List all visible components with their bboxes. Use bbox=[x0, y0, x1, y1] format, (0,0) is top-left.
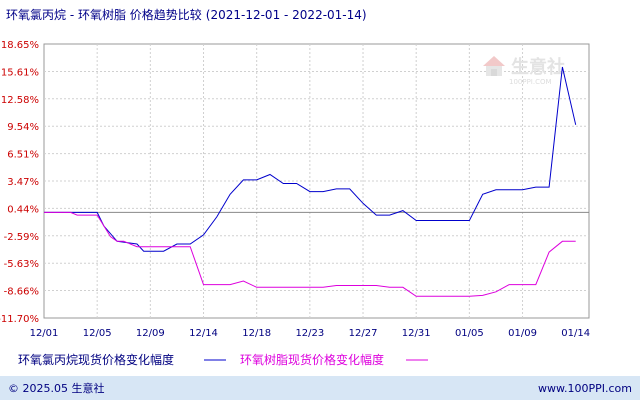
x-tick-label: 01/14 bbox=[561, 328, 590, 339]
watermark-logo: 生意社 100PPI.COM bbox=[483, 56, 565, 86]
x-tick-label: 12/01 bbox=[30, 328, 59, 339]
watermark-url: 100PPI.COM bbox=[509, 78, 552, 86]
grid-lines bbox=[44, 44, 589, 318]
x-tick-label: 12/09 bbox=[136, 328, 165, 339]
legend-label-series-1: 环氧氯丙烷现货价格变化幅度 bbox=[18, 352, 174, 367]
footer-copyright: © 2025.05 生意社 bbox=[8, 381, 104, 395]
x-tick-label: 12/31 bbox=[402, 328, 431, 339]
series-line-2 bbox=[44, 211, 576, 297]
x-tick-label: 12/05 bbox=[83, 328, 112, 339]
y-tick-label: 12.58% bbox=[1, 95, 39, 106]
watermark-text: 生意社 bbox=[511, 56, 565, 78]
legend: 环氧氯丙烷现货价格变化幅度 环氧树脂现货价格变化幅度 bbox=[18, 352, 428, 367]
series-group bbox=[44, 66, 577, 297]
house-icon bbox=[483, 56, 505, 76]
y-tick-label: 3.47% bbox=[7, 177, 39, 188]
x-axis: 12/01 12/05 12/09 12/14 12/18 12/23 12/27 12/31… bbox=[30, 328, 591, 339]
y-tick-label: -11.70% bbox=[0, 314, 39, 325]
x-tick-label: 01/09 bbox=[508, 328, 537, 339]
footer-site-link[interactable]: www.100PPI.com bbox=[538, 382, 632, 395]
y-tick-label: 18.65% bbox=[1, 40, 39, 51]
y-tick-label: -2.59% bbox=[4, 232, 39, 243]
x-tick-label: 01/05 bbox=[455, 328, 484, 339]
x-tick-label: 12/14 bbox=[189, 328, 218, 339]
y-tick-label: 0.44% bbox=[7, 204, 39, 215]
footer-bar bbox=[0, 376, 640, 400]
x-tick-label: 12/18 bbox=[242, 328, 271, 339]
y-tick-label: -8.66% bbox=[4, 287, 39, 298]
series-line-1 bbox=[44, 66, 577, 252]
y-tick-label: 9.54% bbox=[7, 122, 39, 133]
chart-title: 环氧氯丙烷 - 环氧树脂 价格趋势比较 (2021-12-01 - 2022-01… bbox=[6, 7, 367, 22]
y-axis: 18.65% 15.61% 12.58% 9.54% 6.51% 3.47% 0.44% -2… bbox=[0, 40, 39, 325]
y-tick-label: -5.63% bbox=[4, 259, 39, 270]
x-tick-label: 12/27 bbox=[349, 328, 378, 339]
x-tick-label: 12/23 bbox=[295, 328, 324, 339]
y-tick-label: 15.61% bbox=[1, 67, 39, 78]
legend-label-series-2: 环氧树脂现货价格变化幅度 bbox=[240, 352, 384, 367]
y-tick-label: 6.51% bbox=[7, 150, 39, 161]
